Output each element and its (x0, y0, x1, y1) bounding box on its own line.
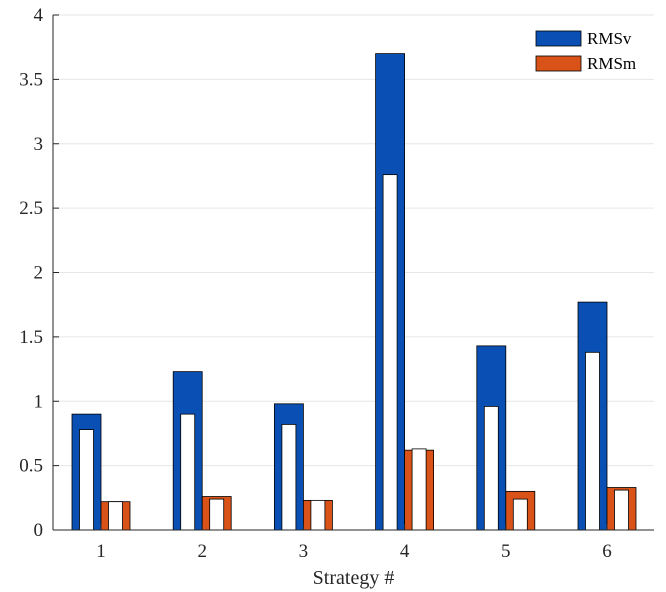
inner-bar-rmsv (483, 405, 499, 531)
inner-bar-rmsm (411, 448, 427, 531)
x-tick-label: 6 (602, 541, 612, 562)
y-tick-labels: 0 0.5 1 1.5 2 2.5 3 3.5 4 (19, 5, 43, 541)
legend-swatch-rmsm (535, 55, 582, 72)
x-tick-label: 3 (299, 541, 309, 562)
x-tick-labels: 1 2 3 4 5 6 (96, 541, 612, 562)
inner-bar-rmsv (180, 413, 196, 531)
y-tick-label: 2 (34, 263, 44, 284)
inner-bar-rmsm (108, 501, 123, 531)
x-tick-label: 1 (96, 541, 106, 562)
x-tick-label: 5 (501, 541, 511, 562)
legend-label-rmsm: RMSm (587, 54, 636, 73)
gridlines (53, 14, 654, 467)
legend-swatch-rmsv (535, 30, 582, 47)
y-tick-label: 4 (34, 5, 44, 26)
inner-bar-rmsv (281, 424, 297, 531)
inner-bar-rmsm (209, 498, 225, 531)
y-tick-label: 1.5 (19, 327, 43, 348)
y-tick-label: 3 (34, 134, 44, 155)
y-tick-label: 1 (34, 391, 44, 412)
inner-bar-rmsv (79, 429, 94, 531)
inner-bar-rmsm (310, 499, 326, 531)
x-tick-label: 4 (400, 541, 410, 562)
inner-bar-rmsm (614, 489, 629, 531)
bars-layer (71, 53, 637, 531)
x-tick-label: 2 (197, 541, 207, 562)
inner-bar-rmsv (585, 351, 600, 531)
inner-bar-rmsv (382, 174, 398, 531)
axes (52, 14, 654, 531)
y-tick-label: 3.5 (19, 69, 43, 90)
x-axis-title: Strategy # (313, 567, 395, 589)
y-tick-label: 0 (34, 520, 44, 541)
y-tick-label: 0.5 (19, 456, 43, 477)
legend: RMSv RMSm (535, 29, 636, 73)
legend-label-rmsv: RMSv (587, 29, 632, 48)
y-tick-label: 2.5 (19, 198, 43, 219)
inner-bar-rmsm (512, 498, 528, 531)
